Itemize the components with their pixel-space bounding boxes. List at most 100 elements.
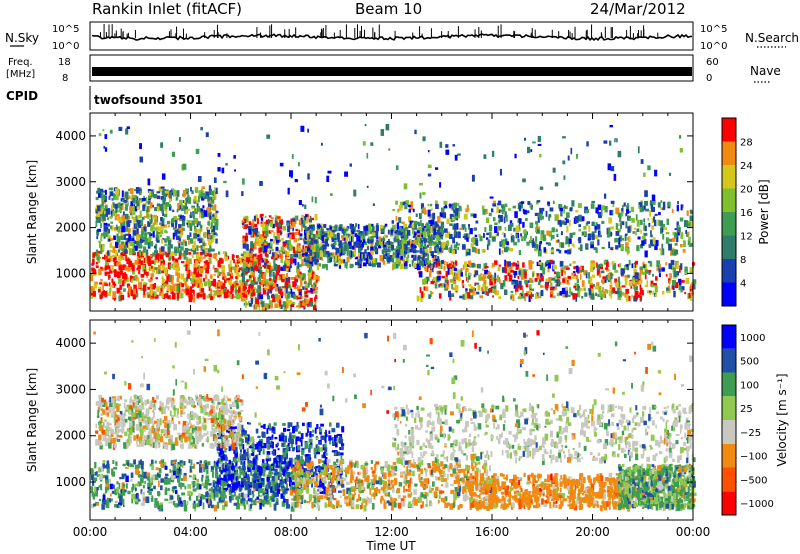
echo-cell [197,228,202,234]
echo-cell [181,219,186,227]
echo-cell [489,196,494,199]
echo-cell [498,279,501,284]
echo-cell [263,242,267,246]
echo-cell [191,492,194,496]
echo-cell [488,224,493,232]
echo-cell [114,196,119,201]
echo-cell [212,293,216,299]
echo-cell [297,243,300,250]
echo-cell [248,221,252,226]
echo-cell [175,272,178,276]
echo-cell [150,265,153,269]
echo-cell [108,238,112,241]
echo-cell [140,489,143,494]
echo-cell [182,163,187,170]
echo-cell [614,270,619,273]
echo-cell [667,285,671,291]
echo-cell [182,242,185,245]
echo-cell [273,263,278,271]
echo-cell [492,203,497,207]
echo-cell [217,275,219,278]
echo-cell [626,204,630,212]
echo-cell [575,295,578,302]
echo-cell [434,283,438,289]
echo-cell [453,244,458,249]
echo-cell [212,199,215,204]
echo-cell [465,269,468,277]
echo-cell [327,257,331,263]
echo-cell [474,282,477,286]
echo-cell [151,260,155,264]
echo-cell [100,249,103,254]
echo-cell [685,231,690,236]
echo-cell [681,280,685,283]
echo-cell [501,205,505,208]
echo-cell [253,256,257,262]
echo-cell [591,221,595,227]
echo-cell [314,213,318,221]
echo-cell [276,498,279,504]
echo-cell [255,234,259,237]
echo-cell [364,230,367,236]
echo-cell [518,270,521,276]
echo-cell [101,291,105,296]
echo-cell [680,204,683,211]
echo-cell [570,291,573,296]
echo-cell [203,460,208,463]
echo-cell [184,199,186,205]
echo-cell [250,241,254,249]
echo-cell [366,152,369,159]
echo-cell [241,276,246,283]
echo-cell [631,294,633,299]
echo-cell [116,236,121,243]
echo-cell [313,290,318,294]
echo-cell [131,265,135,272]
ytick-label: 1000 [55,266,86,280]
echo-cell [427,253,430,260]
echo-cell [522,221,525,228]
echo-cell [246,251,251,258]
echo-cell [112,460,115,465]
echo-cell [212,253,215,258]
echo-cell [556,275,561,279]
echo-cell [300,125,305,132]
echo-cell [329,257,333,263]
echo-cell [321,258,324,261]
echo-cell [601,220,605,224]
echo-cell [128,248,133,256]
echo-cell [292,221,296,225]
echo-cell [548,230,553,237]
echo-cell [481,291,485,295]
echo-cell [119,284,122,290]
echo-cell [683,220,688,228]
echo-cell [291,503,295,509]
echo-cell [644,284,647,288]
echo-cell [118,295,122,302]
echo-cell [183,250,186,254]
echo-cell [619,286,622,291]
echo-cell [140,219,144,223]
echo-cell [132,212,136,216]
echo-cell [330,472,334,476]
echo-cell [123,199,127,203]
echo-cell [275,501,279,505]
echo-cell [97,288,101,293]
echo-cell [109,249,113,253]
echo-cell [690,283,692,289]
echo-cell [176,284,180,292]
echo-cell [217,167,221,172]
echo-cell [148,491,152,495]
echo-cell [260,280,265,285]
echo-cell [421,234,425,238]
echo-cell [232,494,235,497]
echo-cell [132,295,136,300]
echo-cell [120,294,125,301]
echo-cell [552,200,555,205]
echo-cell [413,223,418,230]
echo-cell [449,268,454,275]
echo-cell [109,129,113,134]
echo-cell [439,182,442,188]
echo-cell [95,265,99,269]
echo-cell [444,277,449,280]
echo-cell [429,290,433,297]
